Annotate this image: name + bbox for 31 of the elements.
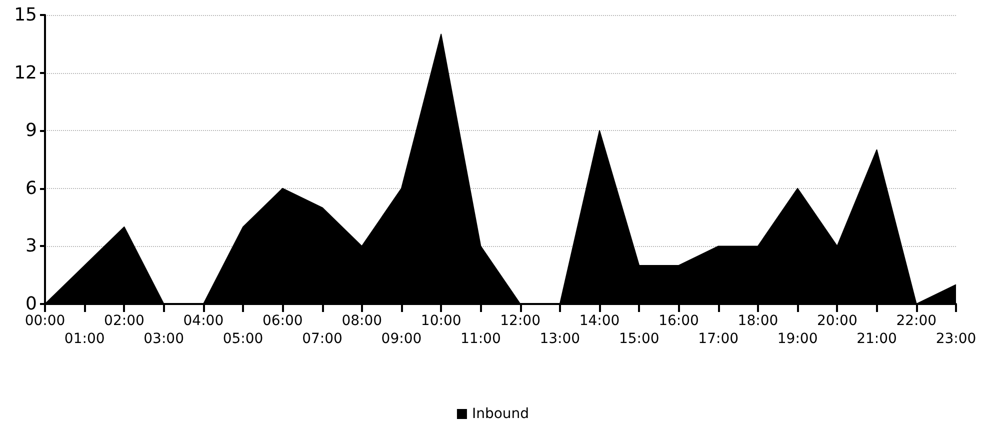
x-tick-label: 04:00 [183, 313, 224, 329]
x-tick-label: 05:00 [222, 331, 264, 347]
x-tick-label: 19:00 [777, 331, 818, 347]
x-tick-label: 12:00 [500, 313, 540, 329]
x-tick-label: 10:00 [420, 313, 462, 329]
x-tick-label: 00:00 [24, 313, 66, 329]
x-tick-label: 07:00 [302, 331, 342, 347]
x-tick-label: 02:00 [104, 313, 144, 329]
x-tick-label: 16:00 [658, 313, 699, 329]
x-tick-label: 21:00 [856, 331, 897, 347]
x-tick-label: 08:00 [342, 313, 382, 329]
x-tick-label: 03:00 [144, 331, 184, 347]
x-tick-label: 14:00 [579, 313, 620, 329]
y-tick-label: 12 [14, 62, 37, 84]
x-tick-label: 06:00 [262, 313, 303, 329]
x-tick-label: 20:00 [816, 313, 858, 329]
y-tick-label: 6 [26, 178, 37, 199]
y-tick-label: 0 [26, 294, 37, 314]
x-tick-label: 15:00 [618, 331, 660, 347]
x-tick-label: 13:00 [540, 331, 580, 347]
x-tick-label: 17:00 [698, 331, 739, 347]
y-tick-label: 3 [26, 236, 37, 257]
x-tick-label: 18:00 [738, 313, 778, 329]
x-tick-label: 22:00 [896, 313, 937, 329]
y-tick-label: 15 [14, 4, 37, 26]
legend-label: Inbound [472, 406, 530, 422]
x-tick-label: 23:00 [936, 331, 976, 347]
x-tick-label: 09:00 [381, 331, 422, 347]
x-tick-label: 01:00 [64, 331, 105, 347]
y-tick-label: 9 [26, 120, 37, 142]
x-tick-label: 11:00 [460, 331, 501, 347]
